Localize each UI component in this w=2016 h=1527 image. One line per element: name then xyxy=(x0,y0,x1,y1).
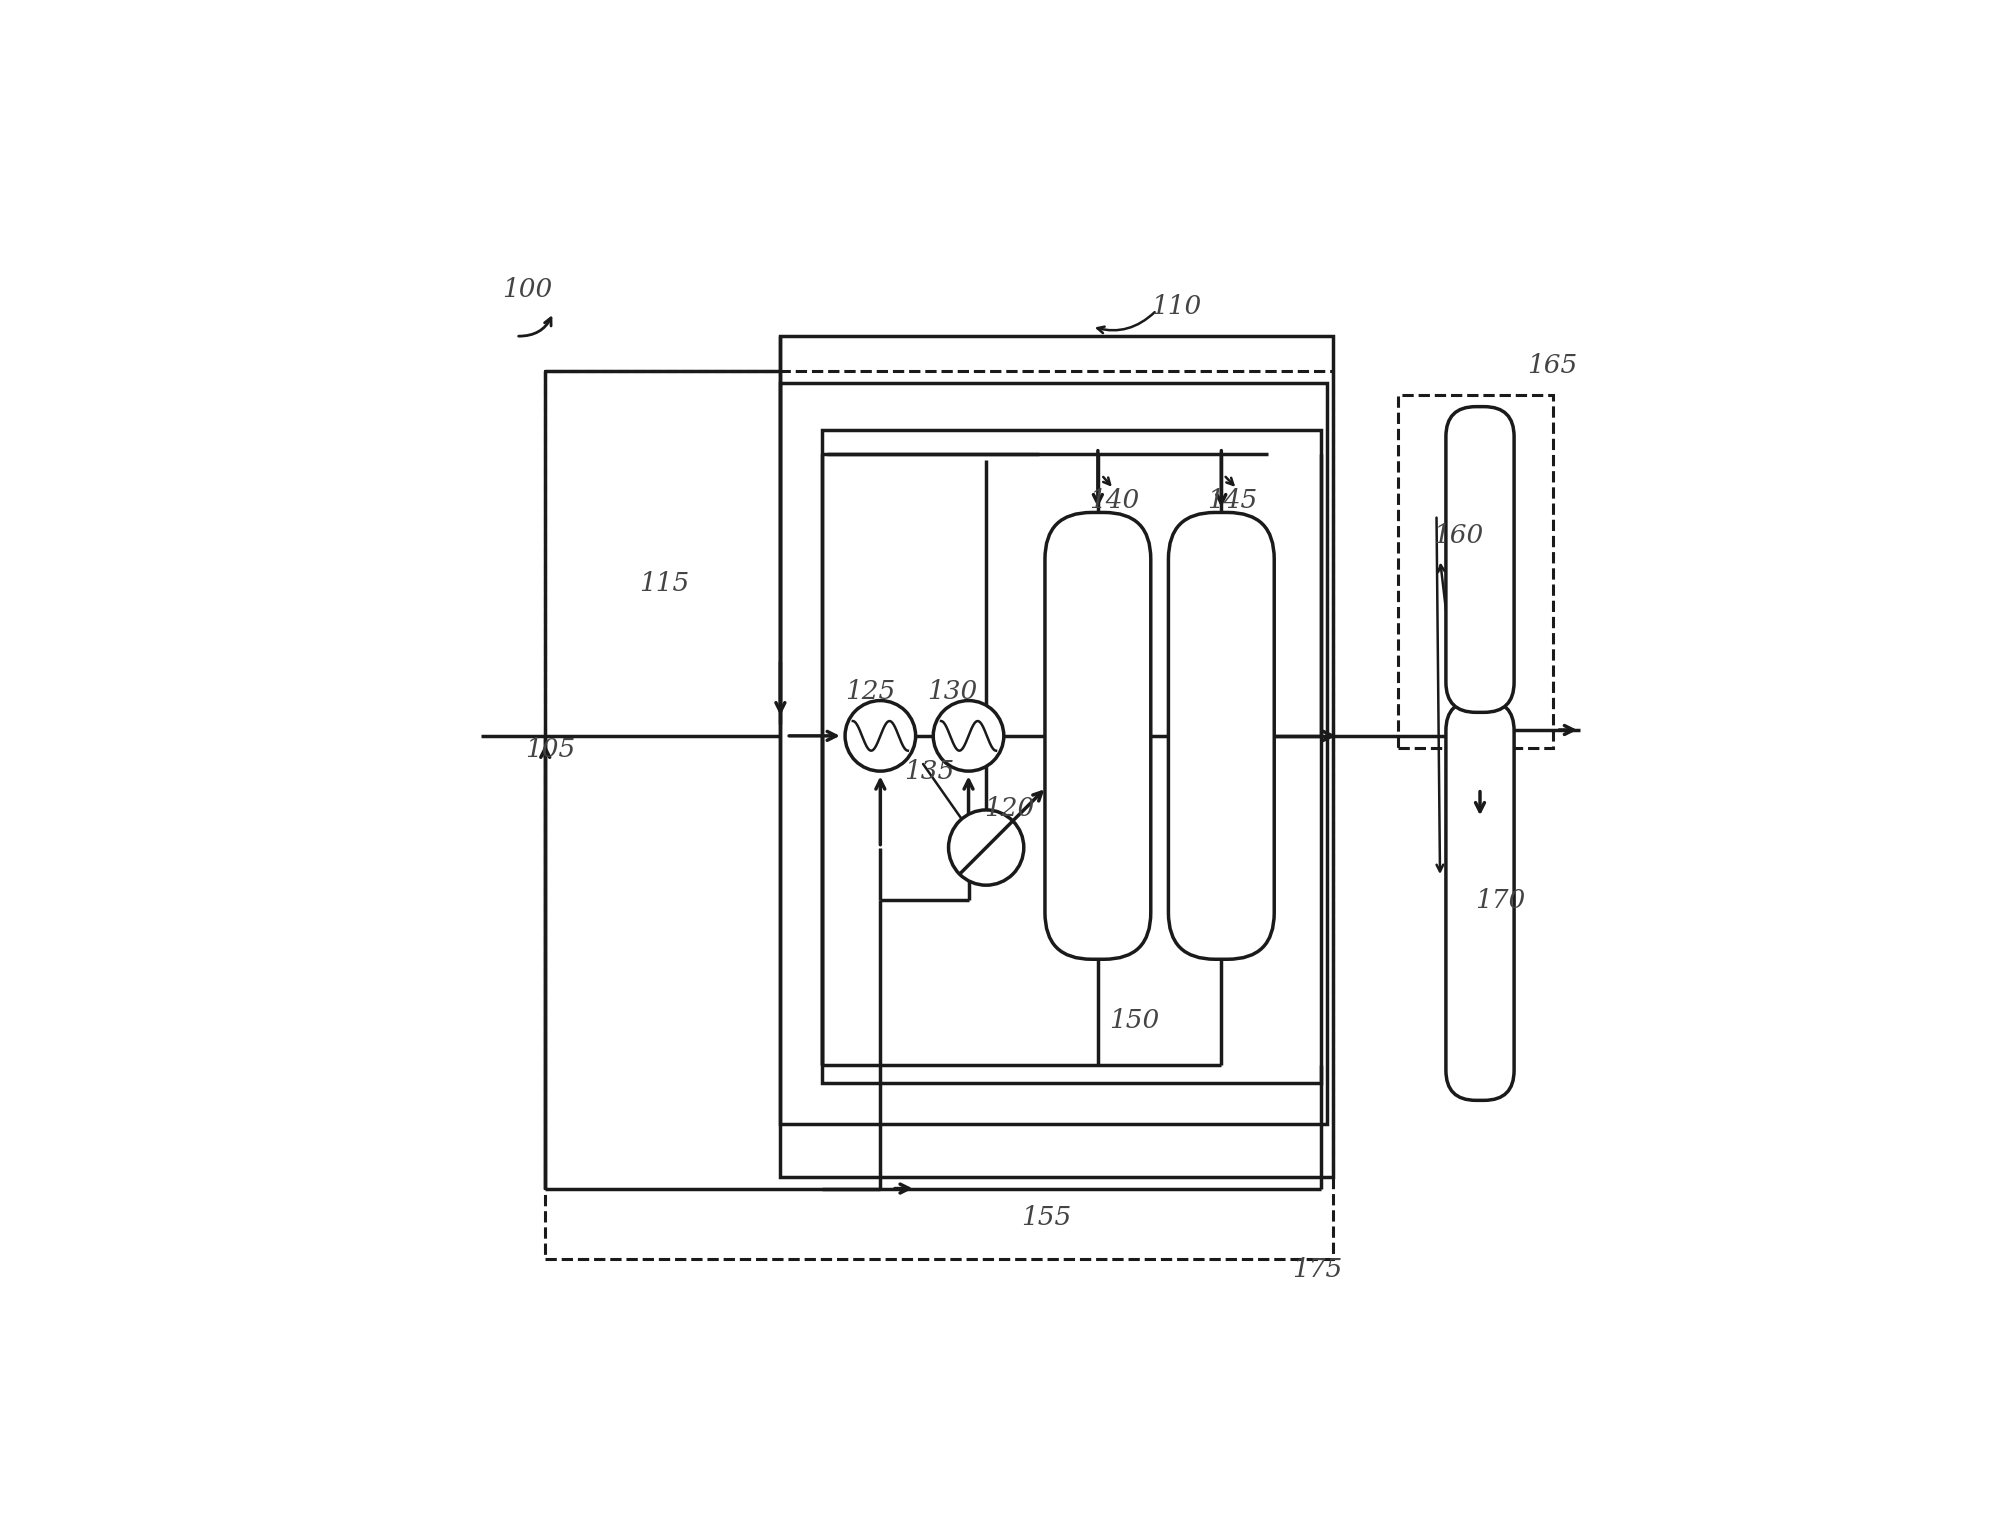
Text: 120: 120 xyxy=(984,796,1034,822)
Text: 125: 125 xyxy=(845,678,895,704)
Circle shape xyxy=(845,701,915,771)
Bar xyxy=(1397,395,1552,748)
FancyBboxPatch shape xyxy=(1169,513,1274,959)
Text: 175: 175 xyxy=(1292,1257,1343,1283)
Bar xyxy=(544,371,1333,1260)
Text: 100: 100 xyxy=(502,276,552,301)
Text: 105: 105 xyxy=(526,738,575,762)
Text: 165: 165 xyxy=(1526,353,1577,379)
Text: 110: 110 xyxy=(1151,295,1202,319)
Circle shape xyxy=(950,809,1024,886)
FancyBboxPatch shape xyxy=(1044,513,1151,959)
Text: 130: 130 xyxy=(927,678,978,704)
Bar xyxy=(780,336,1333,1177)
Bar xyxy=(823,431,1320,1083)
FancyBboxPatch shape xyxy=(1445,406,1514,712)
Text: 160: 160 xyxy=(1433,524,1484,548)
Text: 150: 150 xyxy=(1109,1008,1159,1032)
Bar xyxy=(780,383,1327,1124)
Text: 145: 145 xyxy=(1208,489,1258,513)
Circle shape xyxy=(933,701,1004,771)
FancyBboxPatch shape xyxy=(1445,701,1514,1101)
Text: 155: 155 xyxy=(1022,1205,1073,1231)
Text: 140: 140 xyxy=(1089,489,1139,513)
Text: 115: 115 xyxy=(639,571,689,596)
Text: 170: 170 xyxy=(1476,889,1526,913)
Text: 135: 135 xyxy=(903,759,954,783)
